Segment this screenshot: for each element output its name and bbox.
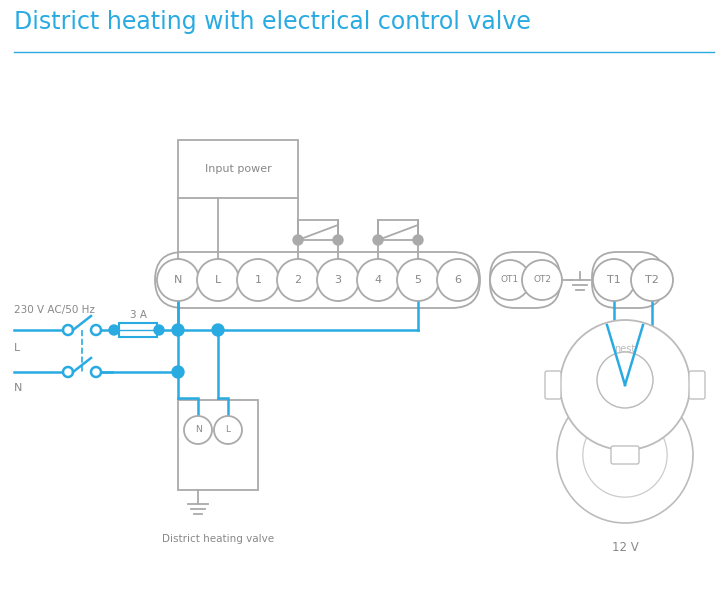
Text: 230 V AC/50 Hz: 230 V AC/50 Hz bbox=[14, 305, 95, 315]
FancyBboxPatch shape bbox=[592, 252, 664, 308]
Text: 5: 5 bbox=[414, 275, 422, 285]
Circle shape bbox=[557, 387, 693, 523]
Circle shape bbox=[317, 259, 359, 301]
Text: 2: 2 bbox=[294, 275, 301, 285]
FancyBboxPatch shape bbox=[155, 252, 480, 308]
Text: T1: T1 bbox=[607, 275, 621, 285]
Text: 4: 4 bbox=[374, 275, 381, 285]
Circle shape bbox=[172, 366, 184, 378]
FancyBboxPatch shape bbox=[178, 140, 298, 198]
Circle shape bbox=[172, 324, 184, 336]
Text: N: N bbox=[14, 383, 23, 393]
Circle shape bbox=[333, 235, 343, 245]
FancyBboxPatch shape bbox=[298, 220, 338, 240]
Text: 3 A: 3 A bbox=[130, 310, 146, 320]
Circle shape bbox=[357, 259, 399, 301]
Text: District heating with electrical control valve: District heating with electrical control… bbox=[14, 10, 531, 34]
Circle shape bbox=[593, 259, 635, 301]
Circle shape bbox=[91, 325, 101, 335]
Circle shape bbox=[157, 259, 199, 301]
FancyBboxPatch shape bbox=[178, 400, 258, 490]
Text: N: N bbox=[194, 425, 202, 434]
Text: L: L bbox=[226, 425, 231, 434]
Text: OT2: OT2 bbox=[533, 276, 551, 285]
Circle shape bbox=[522, 260, 562, 300]
FancyBboxPatch shape bbox=[119, 323, 157, 337]
Circle shape bbox=[63, 367, 73, 377]
Circle shape bbox=[437, 259, 479, 301]
FancyBboxPatch shape bbox=[378, 220, 418, 240]
Circle shape bbox=[631, 259, 673, 301]
FancyBboxPatch shape bbox=[490, 252, 560, 308]
Circle shape bbox=[237, 259, 279, 301]
Circle shape bbox=[293, 235, 303, 245]
FancyBboxPatch shape bbox=[545, 371, 561, 399]
Circle shape bbox=[63, 325, 73, 335]
Text: T2: T2 bbox=[645, 275, 659, 285]
Circle shape bbox=[490, 260, 530, 300]
Circle shape bbox=[212, 324, 224, 336]
Circle shape bbox=[214, 416, 242, 444]
Text: L: L bbox=[215, 275, 221, 285]
Text: District heating valve: District heating valve bbox=[162, 534, 274, 544]
Text: 3: 3 bbox=[334, 275, 341, 285]
Text: L: L bbox=[14, 343, 20, 353]
Circle shape bbox=[583, 413, 667, 497]
Circle shape bbox=[560, 320, 690, 450]
Text: 6: 6 bbox=[454, 275, 462, 285]
Circle shape bbox=[197, 259, 239, 301]
Circle shape bbox=[397, 259, 439, 301]
Text: OT1: OT1 bbox=[501, 276, 519, 285]
FancyBboxPatch shape bbox=[689, 371, 705, 399]
Text: Input power: Input power bbox=[205, 164, 272, 174]
Text: nest: nest bbox=[614, 345, 636, 354]
Circle shape bbox=[277, 259, 319, 301]
Circle shape bbox=[373, 235, 383, 245]
Text: N: N bbox=[174, 275, 182, 285]
Circle shape bbox=[109, 325, 119, 335]
Circle shape bbox=[184, 416, 212, 444]
Text: 1: 1 bbox=[255, 275, 261, 285]
Circle shape bbox=[91, 367, 101, 377]
Circle shape bbox=[154, 325, 164, 335]
Text: 12 V: 12 V bbox=[612, 541, 638, 554]
Circle shape bbox=[597, 352, 653, 408]
FancyBboxPatch shape bbox=[611, 446, 639, 464]
Circle shape bbox=[413, 235, 423, 245]
Text: nest: nest bbox=[616, 434, 634, 443]
